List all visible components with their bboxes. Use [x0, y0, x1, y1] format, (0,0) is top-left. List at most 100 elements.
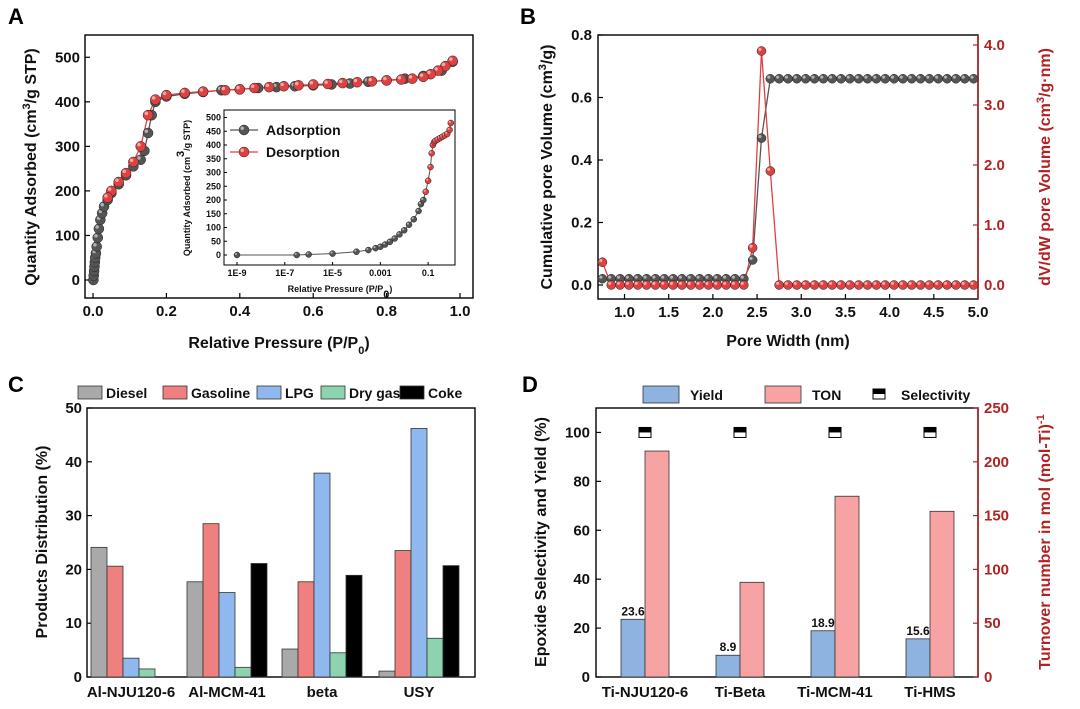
y-axis-label: Cumulative pore Volume (cm3/g) — [537, 45, 556, 290]
inset-y-tick-label: 450 — [206, 126, 221, 136]
inset-point-shine — [392, 236, 395, 239]
cumulative-point-shine — [952, 75, 956, 79]
cumulative-point-shine — [661, 275, 665, 279]
point-adsorption — [93, 223, 105, 235]
dvdw-point — [862, 280, 873, 290]
panel-a: A0.0 0.2 0.4 0.6 0.8 1.00100200300400500Relat… — [8, 4, 474, 357]
x-tick-label: 0.8 — [376, 303, 397, 320]
dvdw-point-shine — [643, 281, 647, 285]
inset-point-shine — [426, 178, 429, 181]
dvdw-point — [853, 280, 864, 290]
cumulative-point-shine — [908, 75, 912, 79]
bar-ton — [834, 495, 860, 678]
y-tick-label: 30 — [65, 508, 82, 525]
x-category-label: Ti-MCM-41 — [797, 684, 873, 701]
bar-gasoline — [394, 550, 412, 678]
y-right-axis-label-part: dV/dW pore Volume (cm — [1037, 103, 1054, 286]
point-desorption — [337, 77, 348, 89]
legend-label-adsorption: Adsorption — [266, 122, 341, 138]
cumulative-point-shine — [776, 75, 780, 79]
point-desorption — [179, 87, 190, 99]
x-axis-label-part: ) — [364, 335, 369, 352]
point-desorption — [128, 156, 139, 168]
bar-diesel — [378, 670, 396, 678]
inset-point — [428, 150, 435, 157]
y-axis-label-part: 3 — [21, 103, 33, 109]
y-right-tick-label: 3.0 — [984, 97, 1005, 114]
dvdw-point — [924, 280, 935, 290]
inset-point-shine — [418, 202, 421, 205]
dvdw-point-shine — [625, 281, 629, 285]
inset-x-tick-label: 1E-5 — [323, 268, 342, 278]
inset-y-axis-label-part: /g STP) — [182, 120, 192, 151]
legend-swatch-ton — [764, 385, 802, 404]
legend-swatch-yield — [642, 385, 680, 404]
y-tick-label: 0 — [72, 272, 80, 289]
cumulative-point-shine — [802, 75, 806, 79]
point-desorption-shine — [427, 70, 431, 75]
inset-y-axis-label-part: 3 — [175, 151, 187, 157]
inset-point-shine — [383, 242, 386, 245]
bar-dry-gas — [138, 668, 156, 678]
y-axis-label-part: Cumulative pore Volume (cm — [539, 70, 556, 289]
legend-label-ton: TON — [812, 387, 841, 403]
cumulative-point — [783, 74, 793, 84]
point-desorption-shine — [122, 169, 127, 174]
bar-diesel — [186, 581, 204, 678]
y-right-tick-label: 50 — [984, 615, 1001, 632]
inset-point-shine — [406, 222, 410, 225]
inset-point — [420, 196, 427, 204]
cumulative-point-shine — [917, 75, 921, 79]
point-desorption-shine — [324, 80, 328, 84]
point-desorption — [366, 76, 378, 87]
selectivity-marker-top — [829, 427, 841, 433]
cumulative-point-shine — [758, 134, 762, 139]
legend-label-selectivity: Selectivity — [901, 387, 970, 403]
y-tick-label: 50 — [65, 400, 82, 417]
cumulative-point-shine — [890, 75, 895, 79]
inset-x-axis-label: Relative Pressure (P/P0) — [288, 284, 393, 301]
dvdw-point — [968, 280, 979, 290]
bar-ton — [739, 581, 765, 678]
y-tick-label: 200 — [55, 183, 80, 200]
cumulative-point-shine — [837, 75, 842, 79]
cumulative-point — [845, 74, 855, 84]
cumulative-point — [880, 74, 890, 84]
inset-point-shine — [378, 244, 381, 247]
dvdw-point — [836, 280, 846, 290]
bar-coke — [345, 574, 363, 678]
inset-x-tick-label: 0.001 — [369, 268, 392, 278]
dvdw-point — [650, 280, 661, 290]
dvdw-point — [792, 280, 802, 290]
cumulative-point-shine — [652, 275, 656, 279]
panel-label-a: A — [8, 4, 24, 29]
bar-lpg — [410, 428, 428, 678]
dvdw-point-shine — [882, 281, 886, 285]
cumulative-point-shine — [864, 75, 868, 79]
cumulative-point — [747, 255, 758, 265]
y-tick-label: 0.4 — [571, 152, 593, 169]
point-desorption — [120, 167, 132, 179]
dvdw-point — [783, 280, 793, 290]
y-tick-label: 20 — [65, 561, 82, 578]
dvdw-point — [721, 280, 731, 290]
dvdw-point — [915, 280, 926, 290]
bar-gasoline — [202, 523, 220, 678]
inset-point — [329, 250, 336, 257]
dvdw-point-shine — [705, 281, 709, 285]
bar-yield — [715, 654, 741, 678]
point-desorption-shine — [115, 178, 119, 182]
dvdw-point-shine — [731, 281, 735, 285]
point-desorption-shine — [129, 158, 134, 162]
dvdw-point-shine — [722, 281, 727, 285]
cumulative-point-shine — [829, 75, 833, 79]
point-adsorption — [92, 232, 104, 243]
cumulative-point-shine — [793, 75, 797, 79]
cumulative-point-shine — [687, 275, 691, 279]
legend-marker-adsorption — [238, 124, 250, 136]
cumulative-point — [862, 74, 873, 84]
y-tick-label: 100 — [55, 227, 80, 244]
dvdw-point — [694, 280, 705, 290]
dvdw-point — [800, 280, 811, 290]
x-tick-label: 4.5 — [923, 304, 944, 321]
